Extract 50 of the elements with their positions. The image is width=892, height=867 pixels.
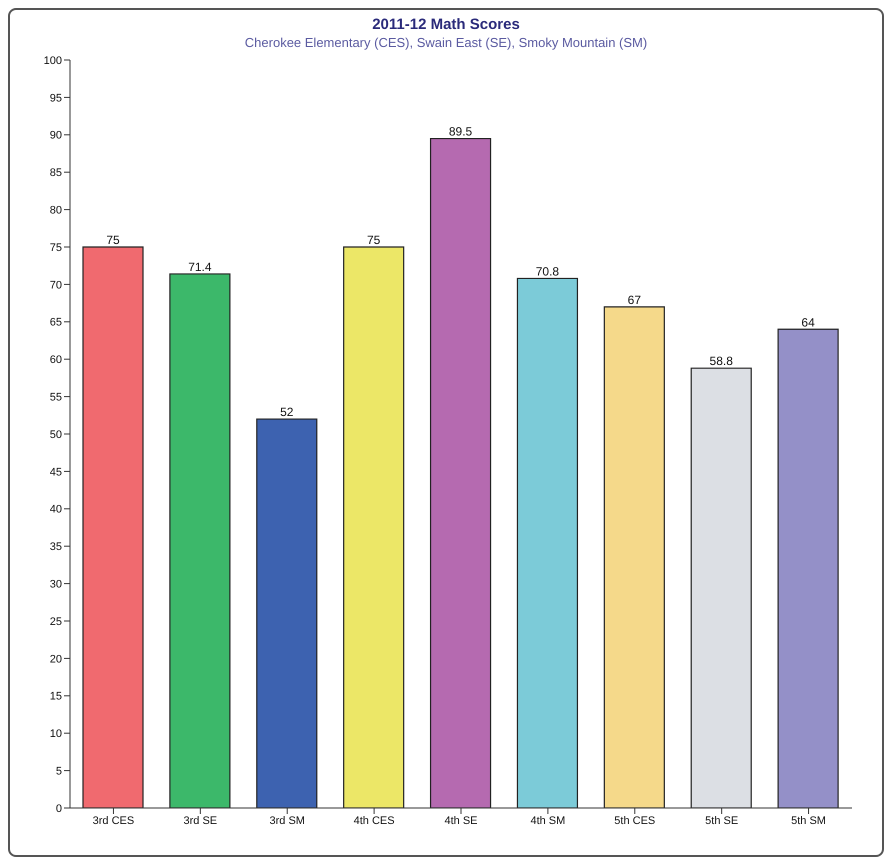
x-tick-label: 5th CES bbox=[614, 814, 656, 827]
y-tick-label: 20 bbox=[50, 653, 62, 666]
chart-title: 2011-12 Math Scores bbox=[371, 16, 521, 33]
y-tick-label: 50 bbox=[50, 428, 62, 441]
x-tick-label: 5th SM bbox=[791, 814, 826, 827]
y-tick-label: 85 bbox=[50, 167, 62, 180]
y-tick-label: 40 bbox=[50, 504, 62, 516]
x-tick-label: 3rd SE bbox=[184, 814, 218, 827]
y-tick-label: 0 bbox=[56, 802, 62, 815]
x-tick-label: 3rd SM bbox=[269, 814, 305, 827]
data-label: 75 bbox=[106, 233, 120, 247]
data-label: 52 bbox=[280, 405, 294, 420]
data-label: 71.4 bbox=[188, 260, 212, 274]
y-tick-label: 30 bbox=[50, 578, 62, 591]
y-tick-label: 35 bbox=[50, 541, 62, 554]
data-label: 75 bbox=[366, 233, 381, 247]
bar bbox=[778, 328, 839, 808]
chart-subtitle: Cherokee Elementary (CES), Swain East (SE), Smoky Mountain (SM) bbox=[244, 35, 648, 50]
y-tick-label: 100 bbox=[44, 54, 62, 67]
data-label: 70.8 bbox=[536, 264, 560, 278]
y-tick-label: 75 bbox=[50, 242, 62, 254]
y-tick-label: 5 bbox=[56, 766, 62, 778]
data-label: 89.5 bbox=[448, 124, 473, 139]
bar bbox=[690, 368, 752, 808]
bar bbox=[256, 418, 318, 808]
y-tick-label: 95 bbox=[50, 92, 62, 104]
x-tick-label: 4th SM bbox=[530, 814, 566, 827]
y-tick-label: 45 bbox=[50, 466, 62, 478]
data-label: 58.8 bbox=[710, 354, 734, 368]
y-tick-label: 80 bbox=[50, 204, 62, 217]
x-tick-label: 5th SE bbox=[705, 814, 738, 827]
bar bbox=[516, 278, 578, 808]
x-tick-label: 4th CES bbox=[354, 814, 395, 827]
bar bbox=[343, 246, 404, 808]
y-tick-label: 90 bbox=[50, 130, 62, 142]
data-label: 64 bbox=[801, 315, 816, 330]
x-tick-label: 4th SE bbox=[444, 814, 478, 827]
bar bbox=[604, 306, 665, 808]
y-tick-label: 25 bbox=[50, 616, 62, 628]
bar bbox=[430, 138, 492, 808]
y-tick-label: 15 bbox=[50, 690, 62, 703]
y-tick-label: 55 bbox=[50, 392, 62, 404]
x-tick-label: 3rd CES bbox=[92, 814, 134, 827]
bar bbox=[169, 273, 230, 808]
y-tick-label: 70 bbox=[50, 279, 62, 292]
y-tick-label: 65 bbox=[50, 316, 62, 329]
bar bbox=[82, 246, 144, 808]
y-tick-label: 10 bbox=[50, 728, 62, 740]
y-tick-label: 60 bbox=[50, 354, 62, 366]
data-label: 67 bbox=[628, 292, 642, 307]
